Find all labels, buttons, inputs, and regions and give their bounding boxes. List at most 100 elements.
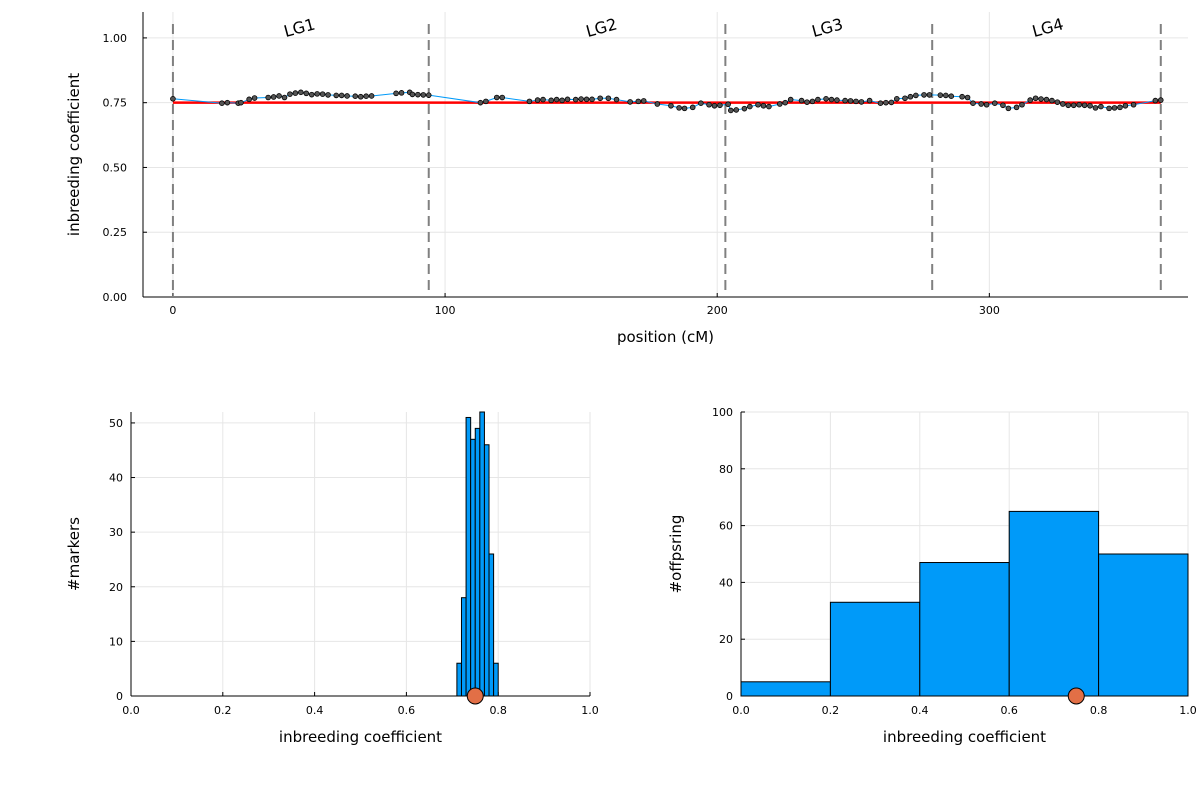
histogram-bar xyxy=(1098,553,1189,697)
data-point xyxy=(613,96,620,103)
y-tick-label: 20 xyxy=(719,633,733,646)
y-tick-label: 0 xyxy=(116,690,123,703)
data-point xyxy=(787,96,794,103)
data-point xyxy=(325,92,331,98)
data-point xyxy=(1019,101,1025,108)
data-point xyxy=(964,94,971,101)
data-point xyxy=(559,97,565,104)
data-point xyxy=(798,97,805,104)
mean-marker xyxy=(1067,687,1085,705)
data-point xyxy=(589,96,595,103)
histogram-bar xyxy=(493,662,499,697)
data-point xyxy=(398,90,405,96)
data-point xyxy=(287,91,293,97)
data-point xyxy=(894,95,900,102)
data-point xyxy=(1122,102,1129,109)
data-point xyxy=(548,97,555,104)
histogram-bar xyxy=(474,427,481,697)
data-point xyxy=(776,101,783,107)
chromosome-inbreeding-plot: 0 100 200 300 0.00 0.25 0.50 0.75 1.00 position (… xyxy=(65,12,1188,346)
data-point xyxy=(888,99,895,106)
data-point xyxy=(605,95,612,102)
data-point xyxy=(292,90,299,96)
data-point xyxy=(747,103,753,110)
data-point xyxy=(815,96,821,103)
y-tick-label: 30 xyxy=(109,526,123,539)
linkage-group-label: LG3 xyxy=(810,14,845,41)
y-axis-label: #markers xyxy=(65,517,83,591)
data-point xyxy=(689,104,696,111)
data-point xyxy=(298,89,304,96)
data-point xyxy=(1087,102,1093,109)
offspring-histogram: 0.0 0.2 0.4 0.6 0.8 1.0 0 20 40 60 80 100 inbreeding… xyxy=(667,406,1197,746)
data-point xyxy=(635,98,642,105)
x-tick-label: 0.8 xyxy=(1090,704,1108,717)
data-point xyxy=(842,97,848,104)
data-point xyxy=(246,96,252,103)
linkage-group-label: LG1 xyxy=(282,14,317,41)
x-tick-label: 1.0 xyxy=(581,704,599,717)
data-point xyxy=(238,99,244,106)
data-point xyxy=(741,105,748,112)
data-point xyxy=(907,93,914,100)
data-point xyxy=(420,92,427,98)
data-point xyxy=(578,96,584,102)
data-point xyxy=(483,98,489,105)
data-point xyxy=(834,97,840,103)
x-tick-label: 0.8 xyxy=(489,704,507,717)
data-point xyxy=(668,102,674,109)
x-tick-label: 100 xyxy=(435,304,456,317)
data-point xyxy=(219,100,225,106)
data-point xyxy=(1005,105,1012,112)
x-tick-label: 0.2 xyxy=(822,704,840,717)
data-point xyxy=(1032,95,1039,102)
histogram-bar xyxy=(829,601,921,697)
histogram-bar xyxy=(1008,510,1100,697)
data-point xyxy=(409,91,416,98)
data-point xyxy=(270,94,277,100)
data-point xyxy=(170,95,176,102)
y-tick-label: 10 xyxy=(109,635,123,648)
mean-marker xyxy=(466,687,484,705)
x-tick-label: 0.6 xyxy=(1000,704,1018,717)
data-point xyxy=(352,93,359,100)
y-tick-label: 0.75 xyxy=(103,97,128,110)
data-point xyxy=(847,98,854,104)
data-point xyxy=(1130,101,1137,108)
y-tick-label: 80 xyxy=(719,463,733,476)
data-point xyxy=(415,91,421,98)
data-point xyxy=(921,92,927,98)
data-point xyxy=(393,90,399,97)
data-point xyxy=(526,98,533,105)
x-axis-label: inbreeding coefficient xyxy=(883,728,1046,746)
data-point xyxy=(640,98,647,104)
data-point xyxy=(766,103,772,110)
data-point xyxy=(902,95,908,102)
data-point xyxy=(970,100,976,106)
x-tick-label: 0.2 xyxy=(214,704,232,717)
histogram-bar xyxy=(488,553,495,697)
data-point xyxy=(319,91,326,97)
x-tick-label: 0.4 xyxy=(306,704,324,717)
y-tick-label: 60 xyxy=(719,520,733,533)
data-point xyxy=(338,92,345,99)
data-point xyxy=(823,95,829,102)
data-point xyxy=(1054,99,1061,105)
data-point xyxy=(991,100,998,106)
data-point xyxy=(1070,102,1077,109)
data-point xyxy=(1076,101,1082,108)
histogram-bar xyxy=(483,444,490,697)
data-point xyxy=(493,94,500,101)
data-point xyxy=(760,102,767,109)
data-point xyxy=(572,96,579,103)
data-point xyxy=(937,92,944,98)
data-point xyxy=(828,96,835,103)
data-point xyxy=(1098,103,1104,110)
data-point xyxy=(877,100,884,106)
data-point xyxy=(1065,102,1072,109)
data-point xyxy=(564,96,571,103)
x-tick-label: 0.0 xyxy=(732,704,750,717)
data-point xyxy=(308,91,315,98)
y-tick-label: 100 xyxy=(712,406,733,419)
